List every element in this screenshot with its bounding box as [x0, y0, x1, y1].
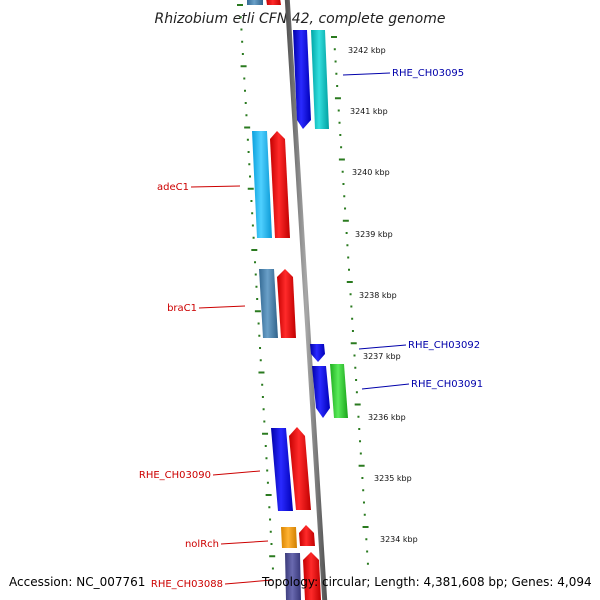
- map-title: Rhizobium etli CFN 42, complete genome: [155, 11, 446, 27]
- left-gene-labels: adeC1 braC1 RHE_CH03090 nolRch RHE_CH030…: [139, 182, 273, 590]
- leader-line: [198, 305, 246, 309]
- leader-line: [212, 470, 261, 476]
- footer-bar: Accession: NC_007761 Topology: circular;…: [0, 574, 600, 592]
- gene-feature[interactable]: [259, 269, 278, 338]
- leader-line: [361, 383, 410, 390]
- scale-label: 3240 kbp: [352, 168, 390, 177]
- genome-backbone: [284, 0, 328, 600]
- leader-line: [190, 185, 241, 188]
- genome-summary-text: Topology: circular; Length: 4,381,608 bp…: [262, 575, 592, 589]
- scale-label: 3234 kbp: [380, 535, 418, 544]
- gene-feature[interactable]: [330, 364, 348, 418]
- left-genes: [247, 0, 321, 600]
- scale-label: 3238 kbp: [359, 291, 397, 300]
- right-genes: [293, 30, 348, 418]
- gene-feature[interactable]: [289, 427, 311, 510]
- gene-label[interactable]: adeC1: [157, 182, 189, 193]
- gene-label[interactable]: RHE_CH03090: [139, 470, 211, 481]
- scale-label: 3241 kbp: [350, 107, 388, 116]
- right-tick-track: [331, 36, 369, 565]
- gene-feature[interactable]: [252, 131, 272, 238]
- right-gene-labels: RHE_CH03095 RHE_CH03092 RHE_CH03091: [342, 68, 483, 390]
- accession-text: Accession: NC_007761: [9, 575, 146, 589]
- gene-feature[interactable]: [266, 0, 281, 5]
- gene-feature[interactable]: [303, 552, 321, 600]
- gene-label[interactable]: RHE_CH03088: [151, 579, 223, 590]
- scale-labels: 3242 kbp 3241 kbp 3240 kbp 3239 kbp 3238…: [348, 46, 418, 544]
- gene-feature[interactable]: [270, 131, 290, 238]
- gene-feature[interactable]: [277, 269, 296, 338]
- gene-feature[interactable]: [285, 553, 301, 600]
- scale-label: 3239 kbp: [355, 230, 393, 239]
- scale-label: 3237 kbp: [363, 352, 401, 361]
- leader-line: [358, 344, 407, 350]
- gene-feature[interactable]: [299, 525, 315, 546]
- gene-feature[interactable]: [271, 428, 293, 511]
- scale-label: 3236 kbp: [368, 413, 406, 422]
- gene-feature[interactable]: [247, 0, 263, 5]
- gene-feature[interactable]: [312, 366, 330, 418]
- gene-label[interactable]: RHE_CH03092: [408, 340, 480, 351]
- gene-label[interactable]: RHE_CH03095: [392, 68, 464, 79]
- gene-feature[interactable]: [310, 344, 325, 362]
- leader-line: [342, 72, 391, 76]
- gene-label[interactable]: RHE_CH03091: [411, 379, 483, 390]
- leader-line: [224, 579, 273, 585]
- gene-feature[interactable]: [281, 527, 297, 548]
- gene-feature[interactable]: [311, 30, 329, 129]
- scale-label: 3242 kbp: [348, 46, 386, 55]
- gene-label[interactable]: braC1: [167, 303, 197, 314]
- scale-label: 3235 kbp: [374, 474, 412, 483]
- gene-label[interactable]: nolRch: [185, 539, 219, 550]
- left-tick-track: [237, 4, 276, 570]
- leader-line: [220, 540, 269, 545]
- gene-feature[interactable]: [293, 30, 311, 129]
